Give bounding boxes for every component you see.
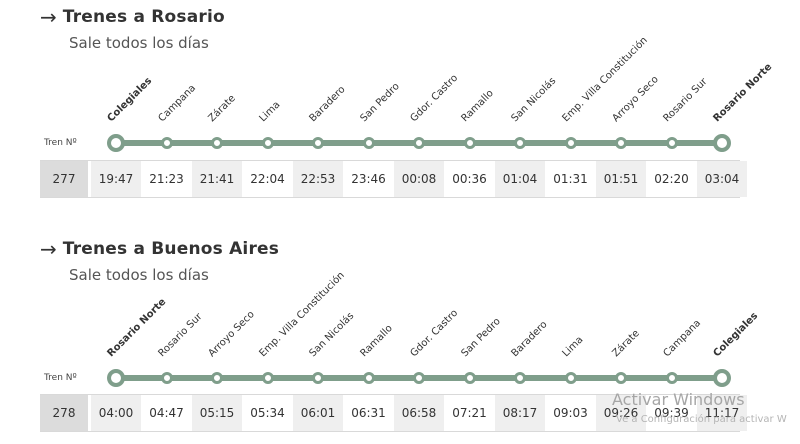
station-dot — [665, 137, 678, 149]
station-dot — [514, 372, 526, 384]
station-dot — [261, 372, 274, 384]
departure-time: 05:34 — [250, 406, 285, 420]
departure-time: 09:26 — [596, 395, 646, 431]
station-dot — [713, 369, 731, 387]
station-label: San Nicolás — [307, 310, 357, 360]
departure-time: 23:46 — [351, 172, 386, 186]
departure-time: 01:04 — [495, 161, 545, 197]
arrow-right-icon: → — [40, 237, 57, 261]
station-label: Zárate — [610, 327, 642, 360]
route-title-row: → Trenes a Buenos Aires — [40, 238, 279, 260]
station-label: San Pedro — [358, 81, 402, 125]
route-subtitle: Sale todos los días — [69, 266, 209, 284]
station-dot — [713, 134, 731, 152]
departure-time: 05:15 — [192, 395, 242, 431]
route-title-row: → Trenes a Rosario — [40, 6, 225, 28]
timetable-row: 278 04:00 04:47 05:15 05:34 06:01 06:31 06:58 0… — [40, 394, 747, 432]
departure-time: 00:08 — [394, 161, 444, 197]
departure-time: 11:17 — [697, 395, 747, 431]
station-label: Lima — [560, 334, 585, 360]
departure-time: 03:04 — [697, 161, 747, 197]
station-dot — [413, 372, 425, 384]
departure-time: 09:39 — [654, 406, 689, 420]
station-label: Arroyo Seco — [206, 308, 257, 360]
departure-time: 08:17 — [495, 395, 545, 431]
station-label: San Nicolás — [509, 75, 559, 125]
station-dot — [107, 369, 125, 387]
departure-time: 21:23 — [149, 172, 184, 186]
station-label: Campana — [661, 317, 703, 360]
station-label: Rosario Sur — [661, 76, 710, 125]
departure-time: 19:47 — [91, 161, 141, 197]
departure-time: 00:36 — [452, 172, 487, 186]
station-label: Rosario Norte — [711, 61, 775, 125]
station-dot — [665, 372, 678, 384]
departure-time: 06:31 — [351, 406, 386, 420]
station-label: Rosario Sur — [156, 311, 205, 360]
train-number: 277 — [40, 161, 88, 197]
station-label: Emp. Villa Constitución — [257, 269, 347, 360]
station-dot — [463, 372, 476, 384]
route-title: Trenes a Rosario — [62, 7, 225, 27]
station-label: Ramallo — [459, 87, 496, 125]
station-label: Emp. Villa Constitución — [560, 34, 650, 125]
station-dot — [615, 372, 627, 384]
station-label: Colegiales — [105, 75, 155, 125]
route-title: Trenes a Buenos Aires — [62, 239, 280, 259]
train-number-label: Tren Nº — [44, 373, 77, 383]
station-dot — [107, 134, 125, 152]
train-number: 278 — [40, 395, 88, 431]
departure-time: 04:00 — [91, 395, 141, 431]
station-dot — [312, 372, 324, 384]
station-label: San Pedro — [459, 316, 503, 360]
activation-watermark-subtitle: Ve a Configuración para activar W — [616, 414, 787, 425]
departure-time: 22:53 — [293, 161, 343, 197]
station-dot — [312, 137, 324, 149]
station-dot — [211, 372, 223, 384]
departure-time: 04:47 — [149, 406, 184, 420]
departure-time: 02:20 — [654, 172, 689, 186]
station-label: Arroyo Seco — [610, 73, 661, 125]
station-label: Baradero — [509, 319, 550, 360]
station-dot — [362, 372, 375, 384]
departure-time: 22:04 — [250, 172, 285, 186]
arrow-right-icon: → — [40, 5, 57, 29]
route-subtitle: Sale todos los días — [69, 34, 209, 52]
station-dot — [160, 137, 173, 149]
station-dot — [413, 137, 425, 149]
station-dot — [615, 137, 627, 149]
departure-time: 01:31 — [553, 172, 588, 186]
station-label: Ramallo — [358, 322, 395, 360]
station-dot — [514, 137, 526, 149]
timetable-row: 277 19:47 21:23 21:41 22:04 22:53 23:46 00:08 0… — [40, 160, 747, 198]
departure-time: 07:21 — [452, 406, 487, 420]
station-label: Zárate — [206, 92, 238, 125]
departure-time: 01:51 — [596, 161, 646, 197]
activation-watermark: Activar Windows — [612, 390, 745, 409]
departure-time: 06:01 — [293, 395, 343, 431]
station-dot — [564, 372, 577, 384]
station-label: Gdor. Castro — [408, 72, 461, 125]
departure-time: 21:41 — [192, 161, 242, 197]
station-label: Colegiales — [711, 310, 761, 360]
departure-time: 09:03 — [553, 406, 588, 420]
station-dot — [564, 137, 577, 149]
station-label: Lima — [257, 99, 282, 125]
departure-time: 06:58 — [394, 395, 444, 431]
station-label: Baradero — [307, 84, 348, 125]
station-dot — [160, 372, 173, 384]
station-label: Campana — [156, 82, 198, 125]
station-label: Gdor. Castro — [408, 307, 461, 360]
train-number-label: Tren Nº — [44, 138, 77, 148]
station-dot — [211, 137, 223, 149]
station-dot — [463, 137, 476, 149]
station-dot — [362, 137, 375, 149]
station-dot — [261, 137, 274, 149]
